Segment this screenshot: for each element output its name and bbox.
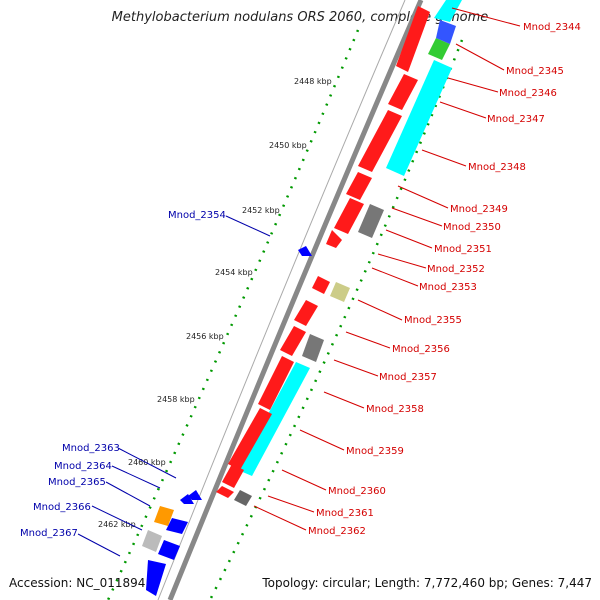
reverse-leader-lines [77, 215, 271, 557]
gene-label-mnod-2354[interactable]: Mnod_2354 [168, 210, 226, 221]
gene-mnod-2345[interactable] [436, 20, 456, 44]
gene-mnod-2366-orange[interactable] [154, 506, 174, 526]
kbp-label-2456: 2456 kbp [186, 332, 224, 341]
gene-mnod-2348[interactable] [386, 60, 452, 176]
gene-mnod-2359[interactable] [238, 362, 310, 476]
map-title: Methylobacterium nodulans ORS 2060, comp… [111, 10, 489, 25]
gene-label-mnod-2362[interactable]: Mnod_2362 [308, 526, 366, 537]
backbone-ring-inner [157, 0, 406, 600]
gene-label-mnod-2365[interactable]: Mnod_2365 [48, 477, 106, 488]
gene-label-mnod-2357[interactable]: Mnod_2357 [379, 372, 437, 383]
gene-label-mnod-2360[interactable]: Mnod_2360 [328, 486, 386, 497]
gene-mnod-2366-grey[interactable] [142, 530, 162, 552]
topology-label: Topology: circular; Length: 7,772,460 bp… [262, 576, 592, 590]
gene-label-mnod-2347[interactable]: Mnod_2347 [487, 114, 545, 125]
gene-mnod-2365[interactable] [166, 518, 188, 534]
gene-label-mnod-2353[interactable]: Mnod_2353 [419, 282, 477, 293]
gene-mnod-2367[interactable] [158, 540, 180, 560]
gene-label-mnod-2352[interactable]: Mnod_2352 [427, 264, 485, 275]
gene-mnod-2356[interactable] [294, 300, 318, 326]
gene-label-mnod-2345[interactable]: Mnod_2345 [506, 66, 564, 77]
gene-label-mnod-2349[interactable]: Mnod_2349 [450, 204, 508, 215]
gene-mnod-2353[interactable] [326, 230, 342, 248]
gene-label-mnod-2356[interactable]: Mnod_2356 [392, 344, 450, 355]
gene-mnod-2349[interactable] [388, 74, 418, 110]
gene-grey-2[interactable] [302, 334, 324, 362]
gene-khaki[interactable] [330, 282, 350, 302]
gene-label-mnod-2361[interactable]: Mnod_2361 [316, 508, 374, 519]
gene-mnod-2344[interactable] [434, 0, 462, 22]
forward-leader-lines [253, 7, 521, 531]
gene-label-mnod-2363[interactable]: Mnod_2363 [62, 443, 120, 454]
gene-mnod-2357[interactable] [280, 326, 306, 356]
gene-mnod-2364[interactable] [180, 494, 194, 504]
kbp-label-2448: 2448 kbp [294, 77, 332, 86]
gene-mnod-2350[interactable] [358, 110, 402, 172]
gene-label-mnod-2351[interactable]: Mnod_2351 [434, 244, 492, 255]
backbone-ring-outer [167, 0, 424, 600]
gene-label-mnod-2366[interactable]: Mnod_2366 [33, 502, 91, 513]
gene-label-mnod-2355[interactable]: Mnod_2355 [404, 315, 462, 326]
gene-label-mnod-2350[interactable]: Mnod_2350 [443, 222, 501, 233]
gene-grey-3[interactable] [234, 490, 252, 506]
gene-mnod-2351[interactable] [346, 172, 372, 200]
gene-label-mnod-2359[interactable]: Mnod_2359 [346, 446, 404, 457]
gene-blue-bottom[interactable] [146, 560, 166, 596]
gene-mnod-2347[interactable] [396, 6, 430, 72]
gene-mnod-2362[interactable] [216, 486, 234, 498]
gene-label-mnod-2346[interactable]: Mnod_2346 [499, 88, 557, 99]
accession-label: Accession: NC_011894 [9, 576, 146, 590]
gene-label-mnod-2358[interactable]: Mnod_2358 [366, 404, 424, 415]
kbp-label-2458: 2458 kbp [157, 395, 195, 404]
kbp-label-2450: 2450 kbp [269, 141, 307, 150]
gene-mnod-2363[interactable] [188, 490, 202, 500]
tick-ring-inner [106, 29, 360, 600]
gene-label-mnod-2344[interactable]: Mnod_2344 [523, 22, 581, 33]
kbp-label-2452: 2452 kbp [242, 206, 280, 215]
gene-mnod-2355[interactable] [312, 276, 330, 294]
gene-mnod-2346[interactable] [428, 38, 450, 60]
gene-mnod-2361[interactable] [222, 464, 244, 488]
tick-ring-outer [208, 39, 464, 600]
kbp-label-2454: 2454 kbp [215, 268, 253, 277]
gene-mnod-2358[interactable] [258, 356, 294, 410]
gene-mnod-2352[interactable] [334, 198, 364, 234]
kbp-label-2462: 2462 kbp [98, 520, 136, 529]
gene-mnod-2360[interactable] [228, 408, 272, 470]
gene-grey-1[interactable] [358, 204, 384, 238]
gene-mnod-2354[interactable] [298, 246, 312, 256]
gene-label-mnod-2364[interactable]: Mnod_2364 [54, 461, 112, 472]
gene-label-mnod-2348[interactable]: Mnod_2348 [468, 162, 526, 173]
gene-label-mnod-2367[interactable]: Mnod_2367 [20, 528, 78, 539]
